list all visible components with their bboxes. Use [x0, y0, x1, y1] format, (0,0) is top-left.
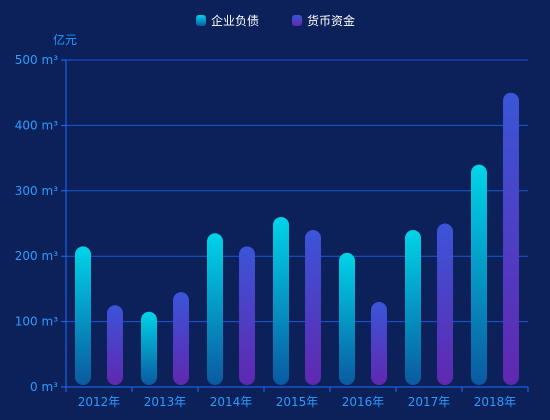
- x-tick-label: 2018年: [474, 395, 517, 409]
- bar-series-1: [273, 216, 289, 385]
- legend-label-series-1: 企业负债: [211, 13, 260, 28]
- y-tick-label: 300 m³: [15, 184, 58, 198]
- legend-item-series-1[interactable]: 企业负债: [196, 11, 259, 29]
- y-tick-label: 100 m³: [15, 315, 58, 329]
- bar-series-2: [107, 305, 123, 385]
- x-tick-label: 2012年: [78, 395, 121, 409]
- bar-series-1: [405, 230, 421, 385]
- bar-series-1: [75, 246, 91, 385]
- bar-series-2: [371, 301, 387, 385]
- x-tick-label: 2016年: [342, 395, 385, 409]
- bar-series-1: [141, 311, 157, 385]
- legend-item-series-2[interactable]: 货币资金: [292, 11, 355, 29]
- x-tick-label: 2013年: [144, 395, 187, 409]
- legend-swatch-series-2: [292, 14, 302, 26]
- bar-series-2: [437, 223, 453, 385]
- y-axis-unit: 亿元: [53, 33, 78, 47]
- x-tick-label: 2017年: [408, 395, 451, 409]
- legend-swatch-series-1: [196, 14, 206, 26]
- y-tick-label: 400 m³: [15, 118, 58, 132]
- x-tick-label: 2015年: [276, 395, 319, 409]
- legend: 企业负债 货币资金: [0, 11, 550, 29]
- bar-series-1: [207, 233, 223, 385]
- x-tick-label: 2014年: [210, 395, 253, 409]
- legend-label-series-2: 货币资金: [307, 13, 356, 28]
- bar-series-2: [503, 92, 519, 385]
- bar-series-2: [305, 230, 321, 385]
- bar-series-2: [173, 292, 189, 385]
- bar-series-1: [339, 252, 355, 385]
- y-tick-label: 200 m³: [15, 249, 58, 263]
- bar-series-1: [471, 164, 487, 385]
- y-tick-label: 0 m³: [30, 380, 58, 394]
- y-tick-label: 500 m³: [15, 53, 58, 67]
- bar-series-2: [239, 246, 255, 385]
